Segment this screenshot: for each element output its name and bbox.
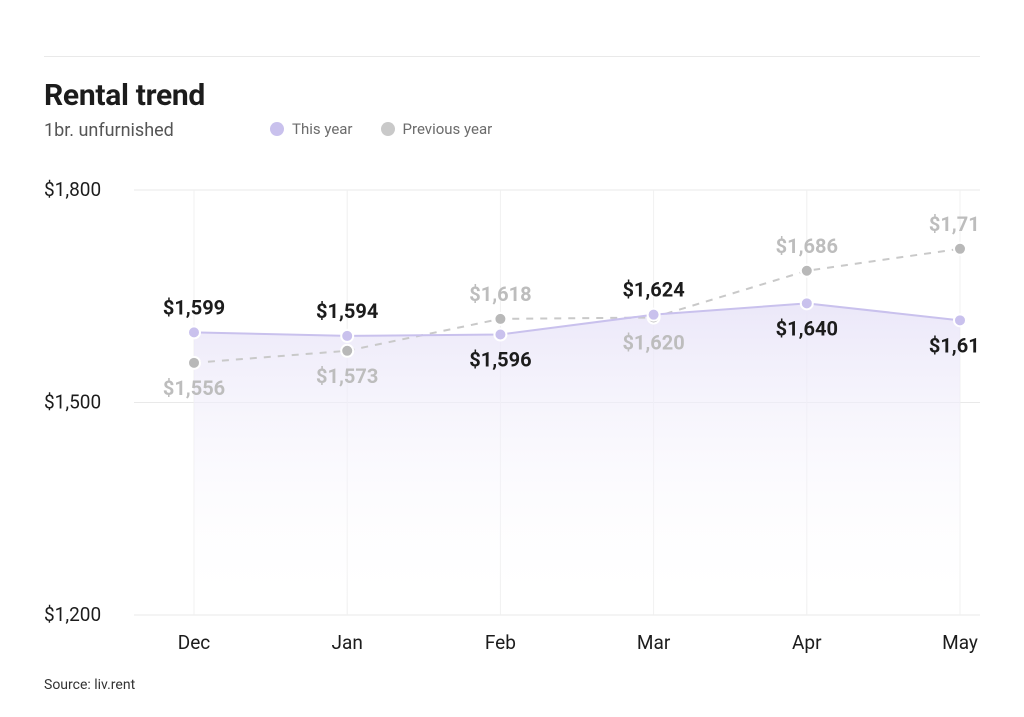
legend: This year Previous year bbox=[270, 120, 492, 138]
legend-label-prev-year: Previous year bbox=[403, 120, 493, 138]
value-label-prev-year: $1,717 bbox=[929, 212, 980, 236]
x-axis-label: Jan bbox=[332, 631, 363, 654]
y-axis-label: $1,800 bbox=[44, 178, 101, 201]
value-label-this-year: $1,596 bbox=[469, 348, 531, 372]
x-axis-label: Mar bbox=[637, 631, 671, 654]
y-axis-label: $1,500 bbox=[44, 391, 101, 414]
chart-svg: $1,200 $1,500 $1,800 Dec Jan Feb Mar Apr May $1,5… bbox=[44, 160, 980, 657]
marker-prev-year bbox=[954, 243, 966, 255]
legend-swatch-prev-year bbox=[381, 122, 395, 136]
value-label-prev-year: $1,686 bbox=[776, 234, 838, 258]
marker-prev-year bbox=[494, 313, 506, 325]
divider-top bbox=[44, 56, 980, 57]
value-label-this-year: $1,616 bbox=[929, 333, 980, 357]
value-label-prev-year: $1,620 bbox=[622, 331, 684, 355]
legend-item-prev-year: Previous year bbox=[381, 120, 493, 138]
marker-this-year bbox=[494, 329, 506, 341]
x-axis-label: Feb bbox=[485, 631, 516, 654]
x-axis-label: Apr bbox=[792, 631, 822, 654]
value-label-this-year: $1,624 bbox=[622, 278, 684, 302]
marker-this-year bbox=[954, 314, 966, 326]
marker-prev-year bbox=[801, 265, 813, 277]
source-label: Source: liv.rent bbox=[44, 677, 135, 693]
legend-item-this-year: This year bbox=[270, 120, 353, 138]
marker-this-year bbox=[648, 309, 660, 321]
chart-title: Rental trend bbox=[44, 78, 205, 113]
chart-area: $1,200 $1,500 $1,800 Dec Jan Feb Mar Apr May $1,5… bbox=[44, 160, 980, 657]
marker-this-year bbox=[801, 297, 813, 309]
value-label-this-year: $1,599 bbox=[163, 295, 225, 319]
value-label-prev-year: $1,618 bbox=[469, 282, 531, 306]
chart-frame: Rental trend 1br. unfurnished This year … bbox=[0, 0, 1024, 717]
area-this-year bbox=[194, 303, 960, 615]
value-label-this-year: $1,640 bbox=[776, 316, 838, 340]
x-axis-label: Dec bbox=[178, 631, 211, 654]
y-axis-label: $1,200 bbox=[44, 603, 101, 626]
value-label-prev-year: $1,556 bbox=[163, 376, 225, 400]
marker-prev-year bbox=[188, 357, 200, 369]
value-label-this-year: $1,594 bbox=[316, 299, 378, 323]
value-label-prev-year: $1,573 bbox=[316, 364, 378, 388]
legend-label-this-year: This year bbox=[292, 120, 353, 138]
marker-prev-year bbox=[341, 345, 353, 357]
chart-subtitle: 1br. unfurnished bbox=[44, 120, 174, 141]
legend-swatch-this-year bbox=[270, 122, 284, 136]
marker-this-year bbox=[188, 326, 200, 338]
marker-this-year bbox=[341, 330, 353, 342]
x-axis-label: May bbox=[942, 631, 978, 654]
